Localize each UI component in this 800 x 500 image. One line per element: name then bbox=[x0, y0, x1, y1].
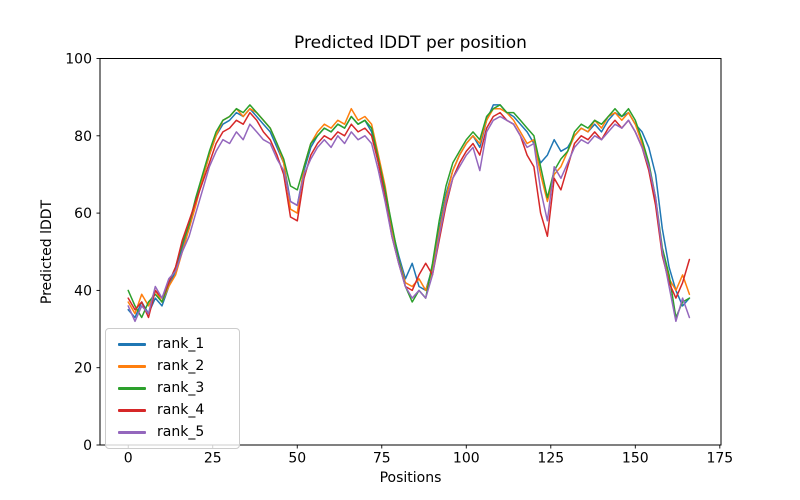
x-tick-label: 100 bbox=[453, 451, 480, 467]
legend-item-rank-4: rank_4 bbox=[118, 403, 227, 418]
x-tick-label: 25 bbox=[204, 451, 222, 467]
y-tick-label: 20 bbox=[74, 361, 92, 377]
legend-label: rank_4 bbox=[157, 402, 205, 418]
x-tick-label: 75 bbox=[373, 451, 391, 467]
legend-swatch-rank-3 bbox=[118, 387, 146, 390]
x-tick-label: 50 bbox=[288, 451, 306, 467]
legend-label: rank_2 bbox=[157, 358, 205, 374]
x-axis-label: Positions bbox=[379, 470, 442, 486]
y-tick-label: 100 bbox=[65, 52, 92, 68]
x-tick-label: 125 bbox=[537, 451, 564, 467]
y-tick-label: 80 bbox=[74, 129, 92, 145]
legend-item-rank-1: rank_1 bbox=[118, 337, 227, 352]
y-tick-label: 40 bbox=[74, 283, 92, 299]
y-tick-label: 60 bbox=[74, 206, 92, 222]
line-rank_5 bbox=[127, 115, 691, 323]
legend: rank_1 rank_2 rank_3 rank_4 rank_5 bbox=[105, 328, 240, 449]
legend-swatch-rank-5 bbox=[118, 431, 146, 434]
legend-label: rank_1 bbox=[157, 336, 205, 352]
legend-item-rank-3: rank_3 bbox=[118, 381, 227, 396]
axes-frame bbox=[99, 58, 722, 446]
chart-title: Predicted lDDT per position bbox=[294, 33, 527, 53]
legend-label: rank_5 bbox=[157, 424, 205, 440]
line-rank_3 bbox=[127, 104, 691, 319]
x-tick-label: 0 bbox=[124, 451, 133, 467]
line-rank_4 bbox=[127, 111, 691, 319]
y-tick-label: 0 bbox=[83, 438, 92, 454]
y-axis-label: Predicted lDDT bbox=[39, 199, 55, 305]
legend-label: rank_3 bbox=[157, 380, 205, 396]
legend-item-rank-5: rank_5 bbox=[118, 425, 227, 440]
legend-swatch-rank-1 bbox=[118, 343, 146, 346]
line-rank_1 bbox=[127, 104, 691, 319]
line-rank_2 bbox=[127, 107, 691, 315]
legend-item-rank-2: rank_2 bbox=[118, 359, 227, 374]
x-tick-label: 150 bbox=[622, 451, 649, 467]
legend-swatch-rank-2 bbox=[118, 365, 146, 368]
x-tick-label: 175 bbox=[706, 451, 733, 467]
legend-swatch-rank-4 bbox=[118, 409, 146, 412]
